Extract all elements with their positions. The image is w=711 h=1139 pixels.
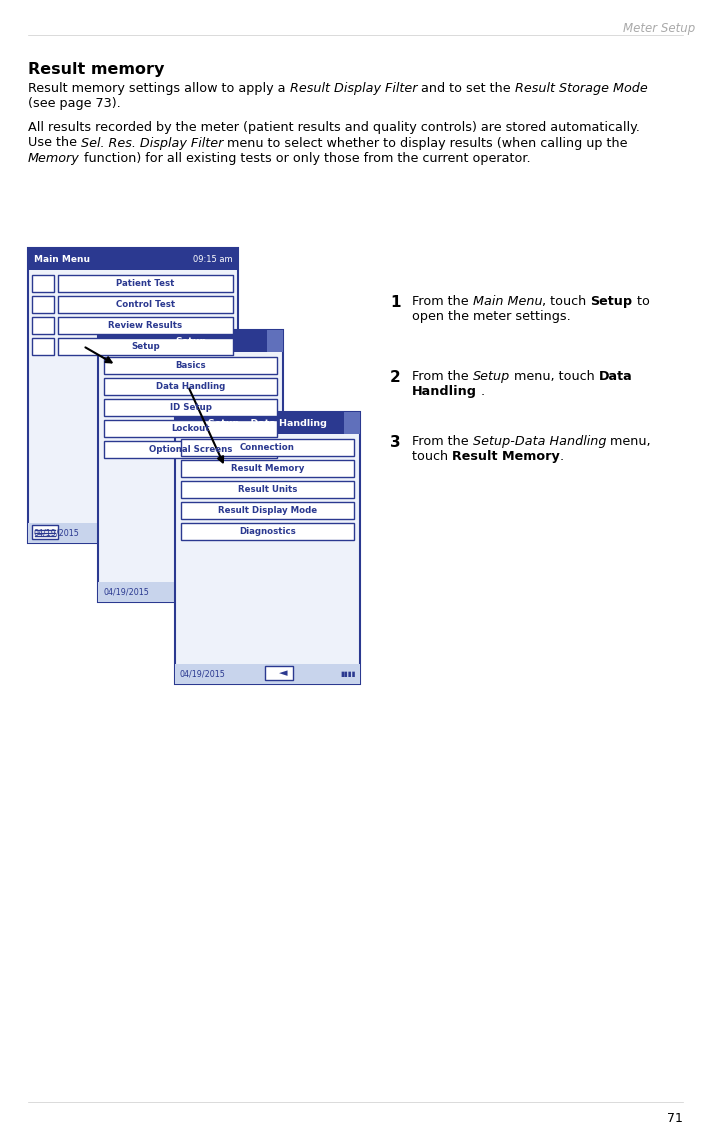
Text: From the: From the [412,295,473,308]
Bar [175,664,360,685]
Bar [175,412,360,685]
Text: Main Menu: Main Menu [473,295,542,308]
Text: Result Units: Result Units [237,485,297,494]
Bar [32,338,54,355]
Text: Diagnostics: Diagnostics [239,527,296,536]
Bar [344,412,360,434]
Text: .: . [560,450,564,462]
Text: to: to [633,295,650,308]
Bar [181,523,354,540]
Text: 09:15 am: 09:15 am [193,254,233,263]
Text: Main Menu: Main Menu [34,254,90,263]
Bar [58,274,233,292]
Text: Data Handling: Data Handling [156,382,225,391]
Bar [104,399,277,416]
Text: Patient Test: Patient Test [117,279,175,288]
Text: Result Memory: Result Memory [452,450,560,462]
Text: 04/19/2015: 04/19/2015 [103,588,149,597]
Bar [28,248,238,543]
Text: Optional Screens: Optional Screens [149,445,232,454]
Text: Sel. Res. Display Filter: Sel. Res. Display Filter [81,137,223,149]
Bar [265,666,293,680]
Text: Result memory settings allow to apply a: Result memory settings allow to apply a [28,82,289,95]
Text: Use the: Use the [28,137,81,149]
Bar [98,582,283,603]
Text: Data: Data [599,370,632,383]
Text: (see page 73).: (see page 73). [28,98,121,110]
Bar [104,441,277,458]
Text: Result Display Filter: Result Display Filter [289,82,417,95]
Text: From the: From the [412,435,473,448]
Text: Setup-Data Handling: Setup-Data Handling [473,435,606,448]
Text: and to set the: and to set the [417,82,515,95]
Text: Result Display Mode: Result Display Mode [218,506,317,515]
Bar [28,523,238,543]
Text: Result memory: Result memory [28,62,164,77]
Text: ID Setup: ID Setup [169,403,211,412]
Text: ▮▮▮▮: ▮▮▮▮ [341,671,356,677]
Bar [28,248,238,270]
Bar [175,412,360,434]
Text: Connection: Connection [240,443,295,452]
Bar [181,439,354,456]
Bar [32,296,54,313]
Text: .: . [477,385,485,398]
Bar [58,338,233,355]
Bar [58,296,233,313]
Text: 04/19/2015: 04/19/2015 [180,670,226,679]
Bar [104,357,277,374]
Bar [267,330,283,352]
Text: Basics: Basics [175,361,205,370]
Text: open the meter settings.: open the meter settings. [412,310,571,323]
Text: Control Test: Control Test [116,300,175,309]
Text: , touch: , touch [542,295,591,308]
Text: 2: 2 [390,370,401,385]
Text: Setup: Setup [131,342,160,351]
Bar [98,330,283,603]
Bar [104,420,277,437]
Text: 3: 3 [390,435,400,450]
Text: Result Memory: Result Memory [231,464,304,473]
Text: menu to select whether to display results (when calling up the: menu to select whether to display result… [223,137,628,149]
Text: menu,: menu, [606,435,651,448]
Text: ◄: ◄ [279,667,287,678]
Text: From the: From the [412,370,473,383]
Text: 71: 71 [667,1112,683,1125]
Text: Review Results: Review Results [109,321,183,330]
Bar [181,460,354,477]
Bar [181,502,354,519]
Text: Setup – Data Handling: Setup – Data Handling [208,418,327,427]
Text: 1: 1 [390,295,400,310]
Text: menu, touch: menu, touch [510,370,599,383]
Text: Setup: Setup [473,370,510,383]
Text: Result Storage Mode: Result Storage Mode [515,82,648,95]
Text: Memory: Memory [28,151,80,165]
Text: All results recorded by the meter (patient results and quality controls) are sto: All results recorded by the meter (patie… [28,121,640,134]
Bar [32,317,54,334]
Text: Meter Setup: Meter Setup [623,22,695,35]
Text: Handling: Handling [412,385,477,398]
Bar [58,317,233,334]
Bar [181,481,354,498]
Bar [32,274,54,292]
Text: touch: touch [412,450,452,462]
Bar [104,378,277,395]
Text: Setup: Setup [591,295,633,308]
Text: Setup: Setup [175,336,206,345]
Bar [98,330,283,352]
Bar [32,525,58,539]
Text: 04/19/2015: 04/19/2015 [33,528,79,538]
Text: Lockout: Lockout [171,424,210,433]
Text: function) for all existing tests or only those from the current operator.: function) for all existing tests or only… [80,151,530,165]
